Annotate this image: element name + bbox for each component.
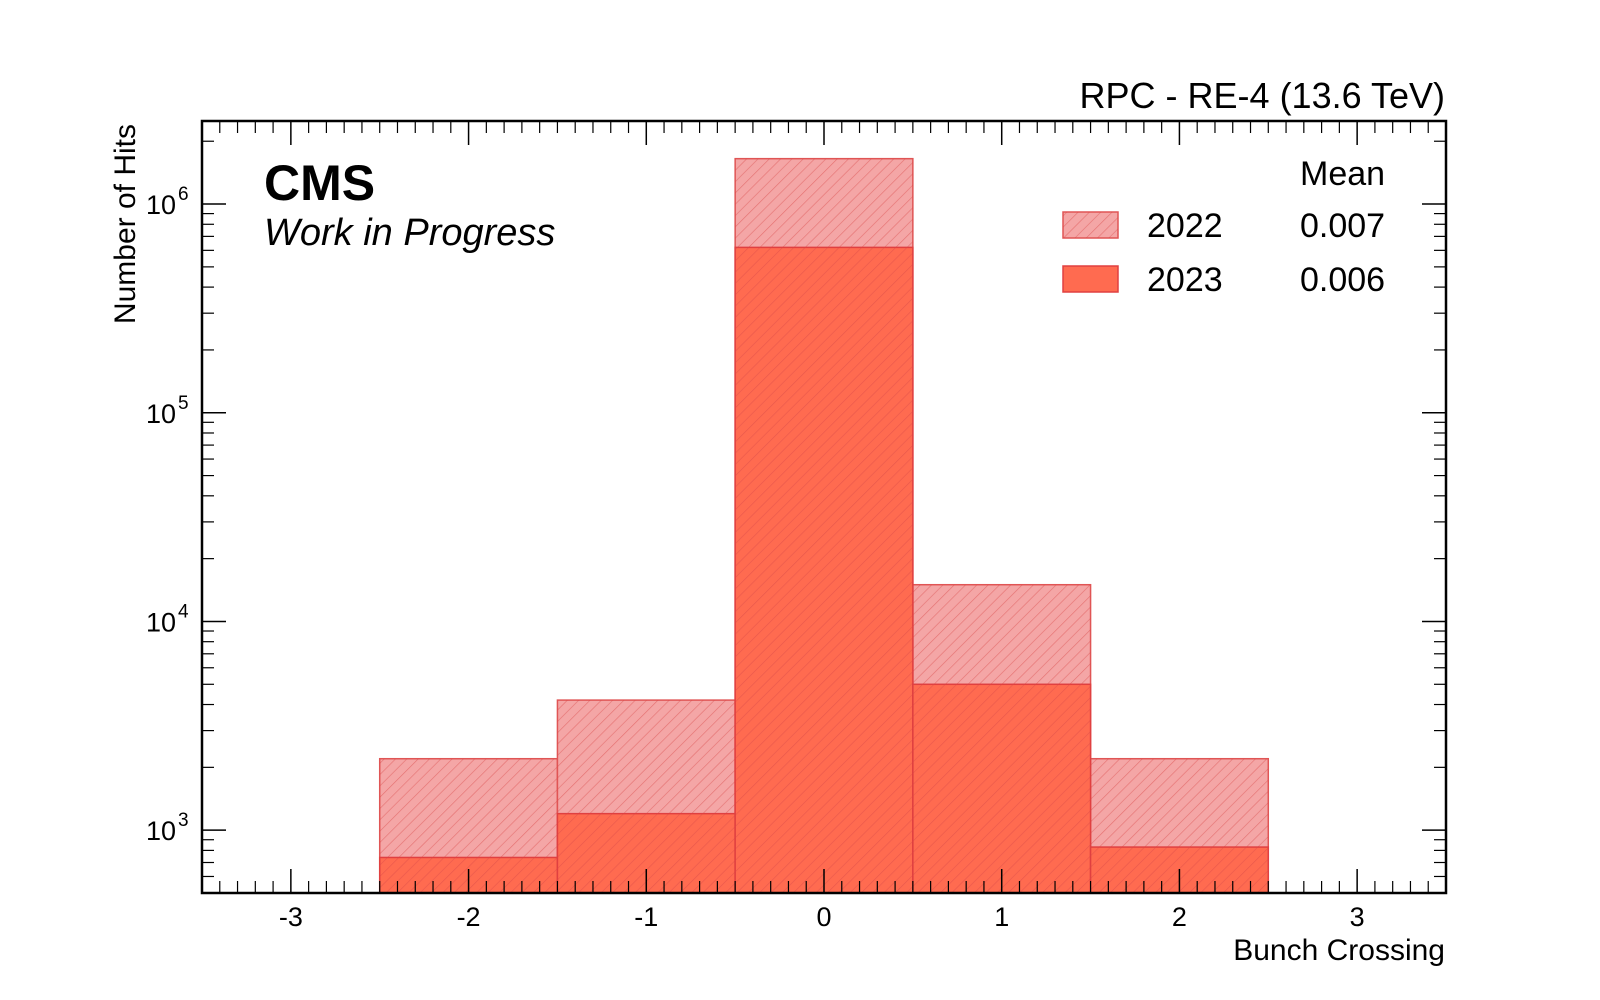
legend-header: Mean [1300,155,1385,193]
y-tick-base: 10 [146,190,176,220]
y-tick-exponent: 5 [178,393,189,414]
status-label: Work in Progress [264,212,555,254]
legend-series-name: 2023 [1147,261,1223,299]
x-axis-label: Bunch Crossing [1233,934,1445,967]
chart-title: RPC - RE-4 (13.6 TeV) [1080,75,1445,116]
x-tick-label: -1 [634,902,658,932]
bar-hatch-2023-bin-2 [735,247,913,893]
ticks-layer [202,121,1446,894]
y-tick-label: 10 6 [146,184,189,220]
x-tick-label: -3 [279,902,303,932]
x-tick-label: -2 [457,902,481,932]
bar-hatch-2023-bin-3 [912,684,1091,893]
y-tick-label: 10 3 [146,810,189,846]
y-tick-base: 10 [146,607,176,637]
y-tick-exponent: 3 [178,810,189,831]
plot-frame [200,119,1448,895]
y-tick-label: 10 5 [146,393,189,429]
legend-swatch [1062,265,1119,293]
cms-label: CMS [264,155,375,211]
legend-swatch-hatch [1063,212,1118,238]
legend-series-name: 2022 [1147,207,1223,245]
bars-layer [378,157,1270,894]
y-tick-exponent: 6 [178,184,189,205]
legend-series-mean: 0.007 [1300,207,1385,245]
x-tick-label: 2 [1172,902,1187,932]
legend-entry-2023: 2023 0.006 [1062,261,1385,299]
legend: Mean 2022 0.007 2023 0.006 [1062,155,1385,299]
x-tick-label: 1 [994,902,1009,932]
y-tick-base: 10 [146,399,176,429]
x-tick-label: 0 [816,902,831,932]
y-axis-label: Number of Hits [109,124,142,324]
legend-rows: 2022 0.007 2023 0.006 [1062,207,1385,299]
y-tick-base: 10 [146,816,176,846]
legend-series-mean: 0.006 [1300,261,1385,299]
x-tick-label: 3 [1350,902,1365,932]
y-tick-exponent: 4 [178,601,189,622]
y-tick-label: 10 4 [146,601,189,637]
plot-area [200,119,1448,895]
legend-entry-2022: 2022 0.007 [1062,207,1385,245]
